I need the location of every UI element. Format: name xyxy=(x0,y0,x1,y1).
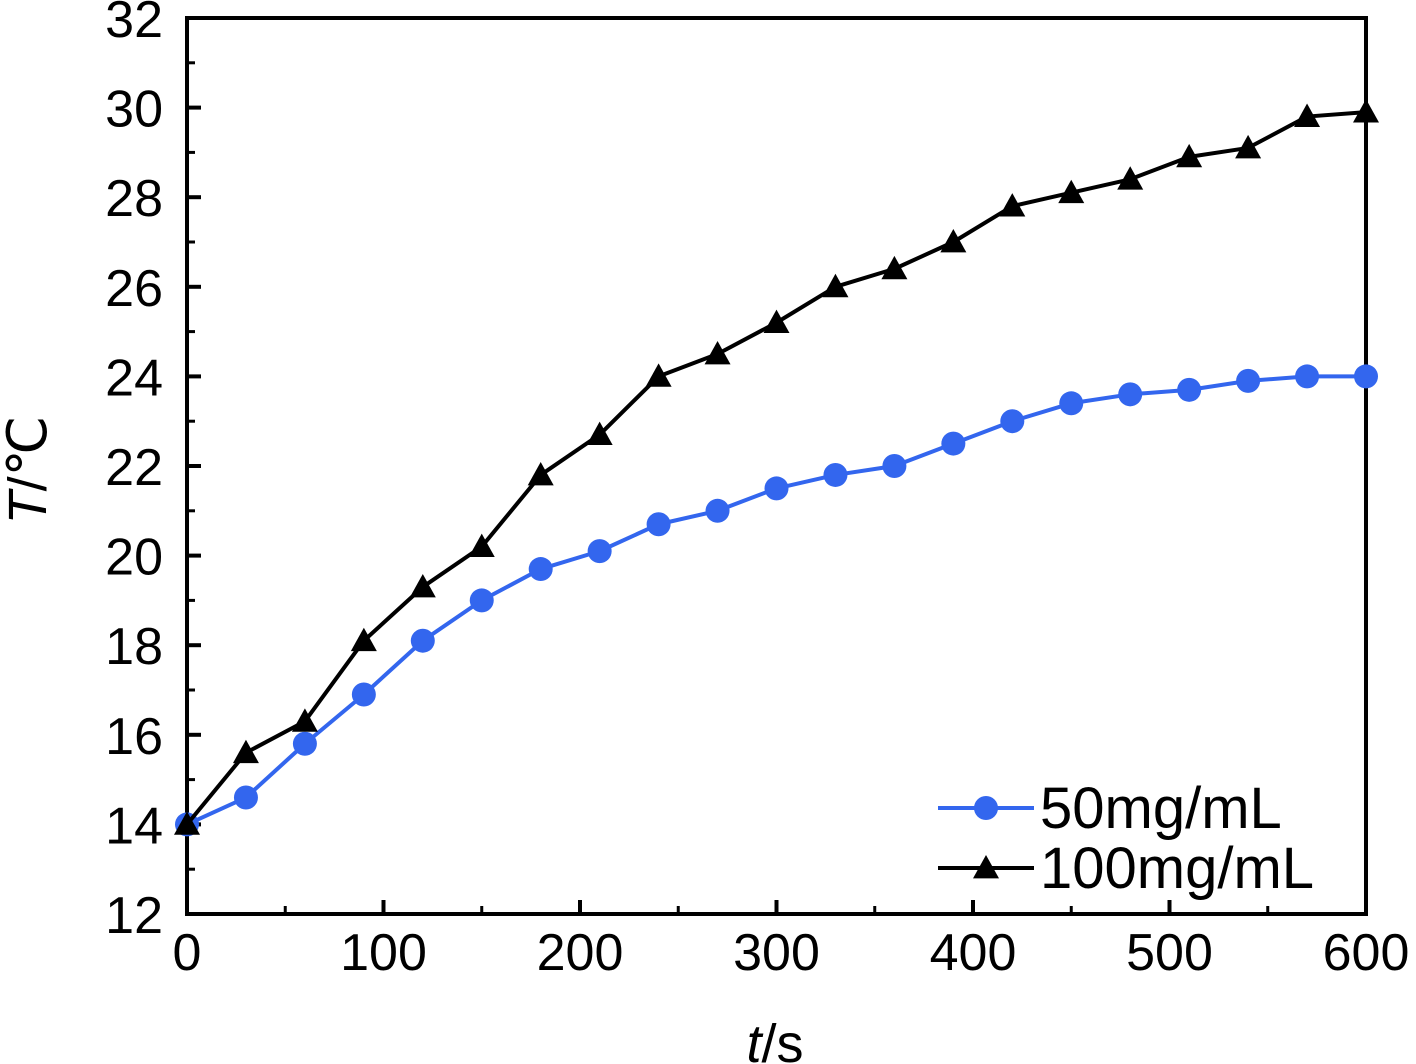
x-tick-label: 0 xyxy=(173,924,202,982)
data-point xyxy=(646,512,671,537)
y-tick-label: 32 xyxy=(105,0,163,49)
y-axis-title-unit: /℃ xyxy=(0,416,58,492)
data-point xyxy=(1295,364,1320,389)
legend-label: 50mg/mL xyxy=(1040,776,1282,841)
data-point xyxy=(233,785,258,810)
data-point xyxy=(881,255,908,280)
y-tick-label: 16 xyxy=(105,708,163,766)
data-point xyxy=(350,627,377,652)
y-tick-label: 22 xyxy=(105,439,163,497)
x-tick-label: 300 xyxy=(733,924,820,982)
legend-swatch-marker xyxy=(973,855,999,879)
y-axis-title: T/℃ xyxy=(0,416,58,525)
data-point xyxy=(528,557,553,582)
data-point xyxy=(1354,364,1378,389)
data-point xyxy=(469,588,494,613)
series-2 xyxy=(174,99,1379,835)
data-point xyxy=(1236,368,1261,393)
data-point xyxy=(587,539,612,564)
axes: 0 100 200 300 400 500 600 12 14 16 18 20 22 24 26 28 30 3… xyxy=(105,0,1409,982)
y-tick-label: 12 xyxy=(105,887,163,945)
data-point xyxy=(1353,99,1379,123)
y-tick-label: 28 xyxy=(105,170,163,228)
x-tick-label: 600 xyxy=(1323,924,1410,982)
legend-label: 100mg/mL xyxy=(1040,836,1314,901)
data-point xyxy=(1117,166,1144,190)
data-point xyxy=(232,739,259,764)
y-tick-label: 20 xyxy=(105,529,163,587)
data-point xyxy=(1000,409,1025,434)
legend-swatch-marker xyxy=(974,796,998,820)
data-point xyxy=(941,431,966,456)
series-layer xyxy=(174,99,1379,837)
data-point xyxy=(1176,143,1203,168)
data-point xyxy=(1059,391,1084,416)
x-tick-label: 100 xyxy=(340,924,427,982)
x-tick-label: 200 xyxy=(537,924,624,982)
y-tick-label: 18 xyxy=(105,618,163,676)
x-tick-label: 500 xyxy=(1126,924,1213,982)
data-point xyxy=(468,533,495,558)
y-tick-label: 30 xyxy=(105,81,163,139)
y-tick-label: 26 xyxy=(105,260,163,318)
data-point xyxy=(410,628,435,653)
data-point xyxy=(764,476,789,501)
data-point xyxy=(174,811,200,835)
data-point xyxy=(292,731,317,756)
y-tick-label: 14 xyxy=(105,797,163,855)
x-axis-title-unit: /s xyxy=(762,1014,804,1064)
x-tick-label: 400 xyxy=(930,924,1017,982)
data-point xyxy=(704,341,731,365)
data-point xyxy=(999,193,1026,217)
data-point xyxy=(1294,103,1321,127)
data-point xyxy=(823,462,848,487)
data-point xyxy=(351,682,376,707)
series-line xyxy=(185,110,1367,826)
series-1 xyxy=(175,364,1378,837)
series-line xyxy=(186,374,1366,827)
data-point xyxy=(1235,134,1262,159)
data-point xyxy=(940,229,967,253)
x-axis-title: t/s xyxy=(746,1014,803,1064)
data-point xyxy=(291,708,318,732)
data-point xyxy=(705,498,730,523)
x-axis-title-var: t xyxy=(746,1014,763,1064)
y-axis-title-var: T xyxy=(0,487,58,524)
data-point xyxy=(763,309,790,334)
data-point xyxy=(882,454,907,478)
data-point xyxy=(1058,179,1085,204)
data-point xyxy=(1118,382,1143,407)
data-point xyxy=(409,573,436,598)
data-point xyxy=(586,421,613,446)
data-point xyxy=(527,461,554,486)
data-point xyxy=(645,363,672,387)
y-tick-label: 24 xyxy=(105,349,163,407)
data-point xyxy=(1177,377,1202,402)
data-point xyxy=(822,273,849,298)
